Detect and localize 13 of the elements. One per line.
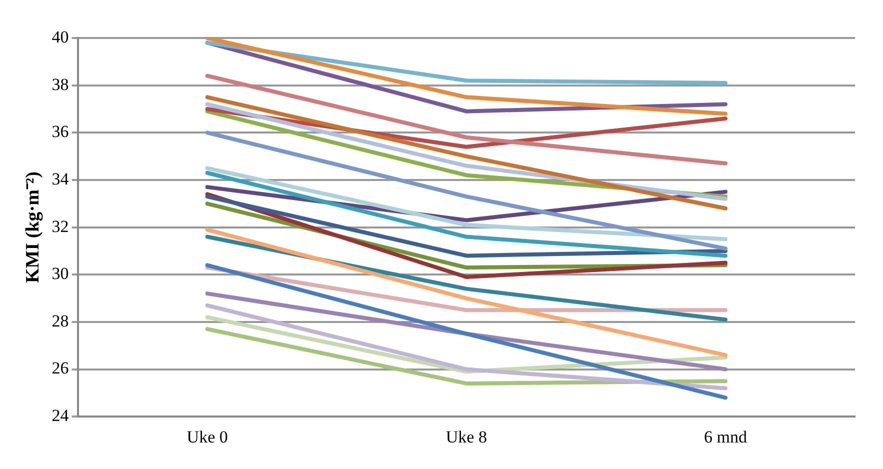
y-tick-label: 32 — [52, 216, 69, 236]
y-tick-label: 28 — [52, 311, 69, 330]
y-tick-label: 40 — [52, 27, 69, 46]
y-tick-label: 36 — [52, 122, 69, 142]
y-tick-label: 30 — [52, 264, 69, 284]
y-axis-title: KMI (kg·m⁻²) — [22, 172, 44, 284]
y-tick-label: 38 — [52, 74, 69, 94]
y-tick-label: 24 — [52, 406, 70, 426]
x-tick-label: Uke 8 — [446, 427, 487, 446]
y-tick-label: 34 — [52, 169, 70, 188]
x-tick-label: Uke 0 — [186, 427, 228, 446]
x-tick-label: 6 mnd — [704, 427, 748, 446]
y-tick-label: 26 — [52, 358, 69, 378]
